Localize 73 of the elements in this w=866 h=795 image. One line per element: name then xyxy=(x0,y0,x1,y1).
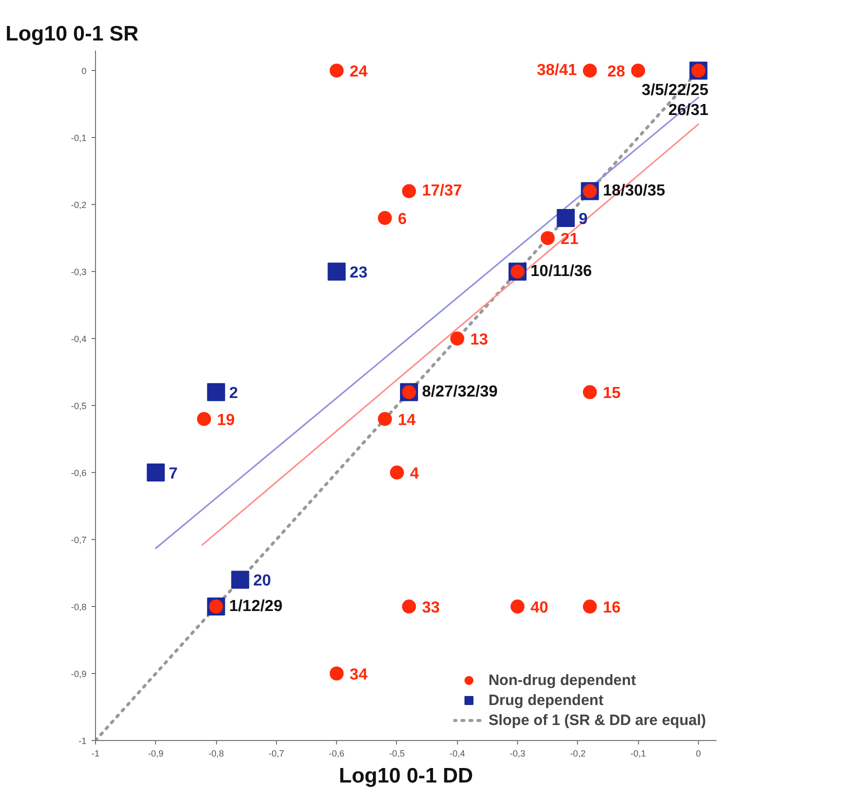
annotation: 34 xyxy=(350,666,368,684)
y-tick-label: -0,7 xyxy=(70,535,87,546)
annotation: 7 xyxy=(168,466,178,483)
annotation: 15 xyxy=(602,385,621,402)
y-tick-label: -1 xyxy=(78,736,87,746)
x-tick-label: -0,2 xyxy=(570,748,586,758)
x-tick-label: -0,3 xyxy=(510,748,526,758)
x-tick-label: -0,8 xyxy=(208,748,224,758)
legend-label: Non-drug dependent xyxy=(488,671,636,689)
annotation: 20 xyxy=(253,572,272,590)
point xyxy=(450,332,464,346)
y-axis-title: Log10 0-1 SR xyxy=(6,22,139,46)
x-tick-label: -0,6 xyxy=(328,748,344,758)
point xyxy=(231,570,250,589)
annotation: 26/31 xyxy=(668,102,709,120)
point xyxy=(510,600,525,614)
y-tick-label: -0,8 xyxy=(70,602,87,612)
point xyxy=(402,184,416,198)
y-tick-label: 0 xyxy=(81,66,87,76)
annotation: 19 xyxy=(217,412,235,429)
annotation: 17/37 xyxy=(422,182,462,200)
point xyxy=(330,64,344,78)
annotation: 3/5/22/25 xyxy=(642,82,709,100)
point xyxy=(582,600,597,614)
point xyxy=(402,600,416,614)
annotation: 16 xyxy=(602,600,621,617)
annotation: 18/30/35 xyxy=(602,182,666,200)
legend-label: Slope of 1 (SR & DD are equal) xyxy=(488,711,706,729)
y-tick-label: -0,5 xyxy=(70,401,87,412)
x-tick-label: 0 xyxy=(696,748,701,758)
point xyxy=(378,210,392,225)
x-tick-label: -0,5 xyxy=(389,748,405,758)
annotation: 8/27/32/39 xyxy=(422,384,498,401)
annotation: 2 xyxy=(229,385,238,402)
annotation: 40 xyxy=(530,600,548,617)
point xyxy=(540,231,555,246)
point xyxy=(556,208,575,227)
annotation: 13 xyxy=(470,332,488,349)
y-tick-label: -0,9 xyxy=(70,669,87,680)
x-tick-label: -0,7 xyxy=(268,748,284,758)
annotation: 9 xyxy=(578,210,588,228)
x-tick-label: -0,4 xyxy=(449,748,466,758)
y-tick-label: -0,1 xyxy=(70,133,87,144)
annotation: 28 xyxy=(607,64,626,81)
x-tick-label: -1 xyxy=(92,748,100,758)
annotation: 33 xyxy=(422,600,440,617)
y-tick-label: -0,2 xyxy=(70,200,87,210)
annotation: 10/11/36 xyxy=(530,263,592,280)
annotation: 1/12/29 xyxy=(229,598,283,616)
annotation: 38/41 xyxy=(536,62,577,80)
annotation: 23 xyxy=(350,264,368,282)
y-tick-label: -0,4 xyxy=(70,334,87,344)
legend-label: Drug dependent xyxy=(488,691,604,709)
point xyxy=(582,64,597,78)
point xyxy=(146,464,165,482)
point xyxy=(330,666,344,680)
point xyxy=(390,466,404,480)
y-tick-label: -0,6 xyxy=(70,468,87,478)
point xyxy=(378,412,392,426)
point xyxy=(582,385,597,400)
point xyxy=(197,412,212,426)
point xyxy=(207,383,226,402)
point xyxy=(631,64,646,78)
point xyxy=(328,262,346,281)
annotation: 21 xyxy=(560,231,579,248)
x-tick-label: -0,9 xyxy=(148,748,164,758)
annotation: 4 xyxy=(410,466,419,483)
annotation: 6 xyxy=(398,210,407,228)
annotation: 14 xyxy=(398,412,416,429)
x-tick-label: -0,1 xyxy=(630,748,646,758)
annotation: 24 xyxy=(350,64,368,81)
x-axis-title: Log10 0-1 DD xyxy=(338,764,474,788)
y-tick-label: -0,3 xyxy=(70,267,87,278)
